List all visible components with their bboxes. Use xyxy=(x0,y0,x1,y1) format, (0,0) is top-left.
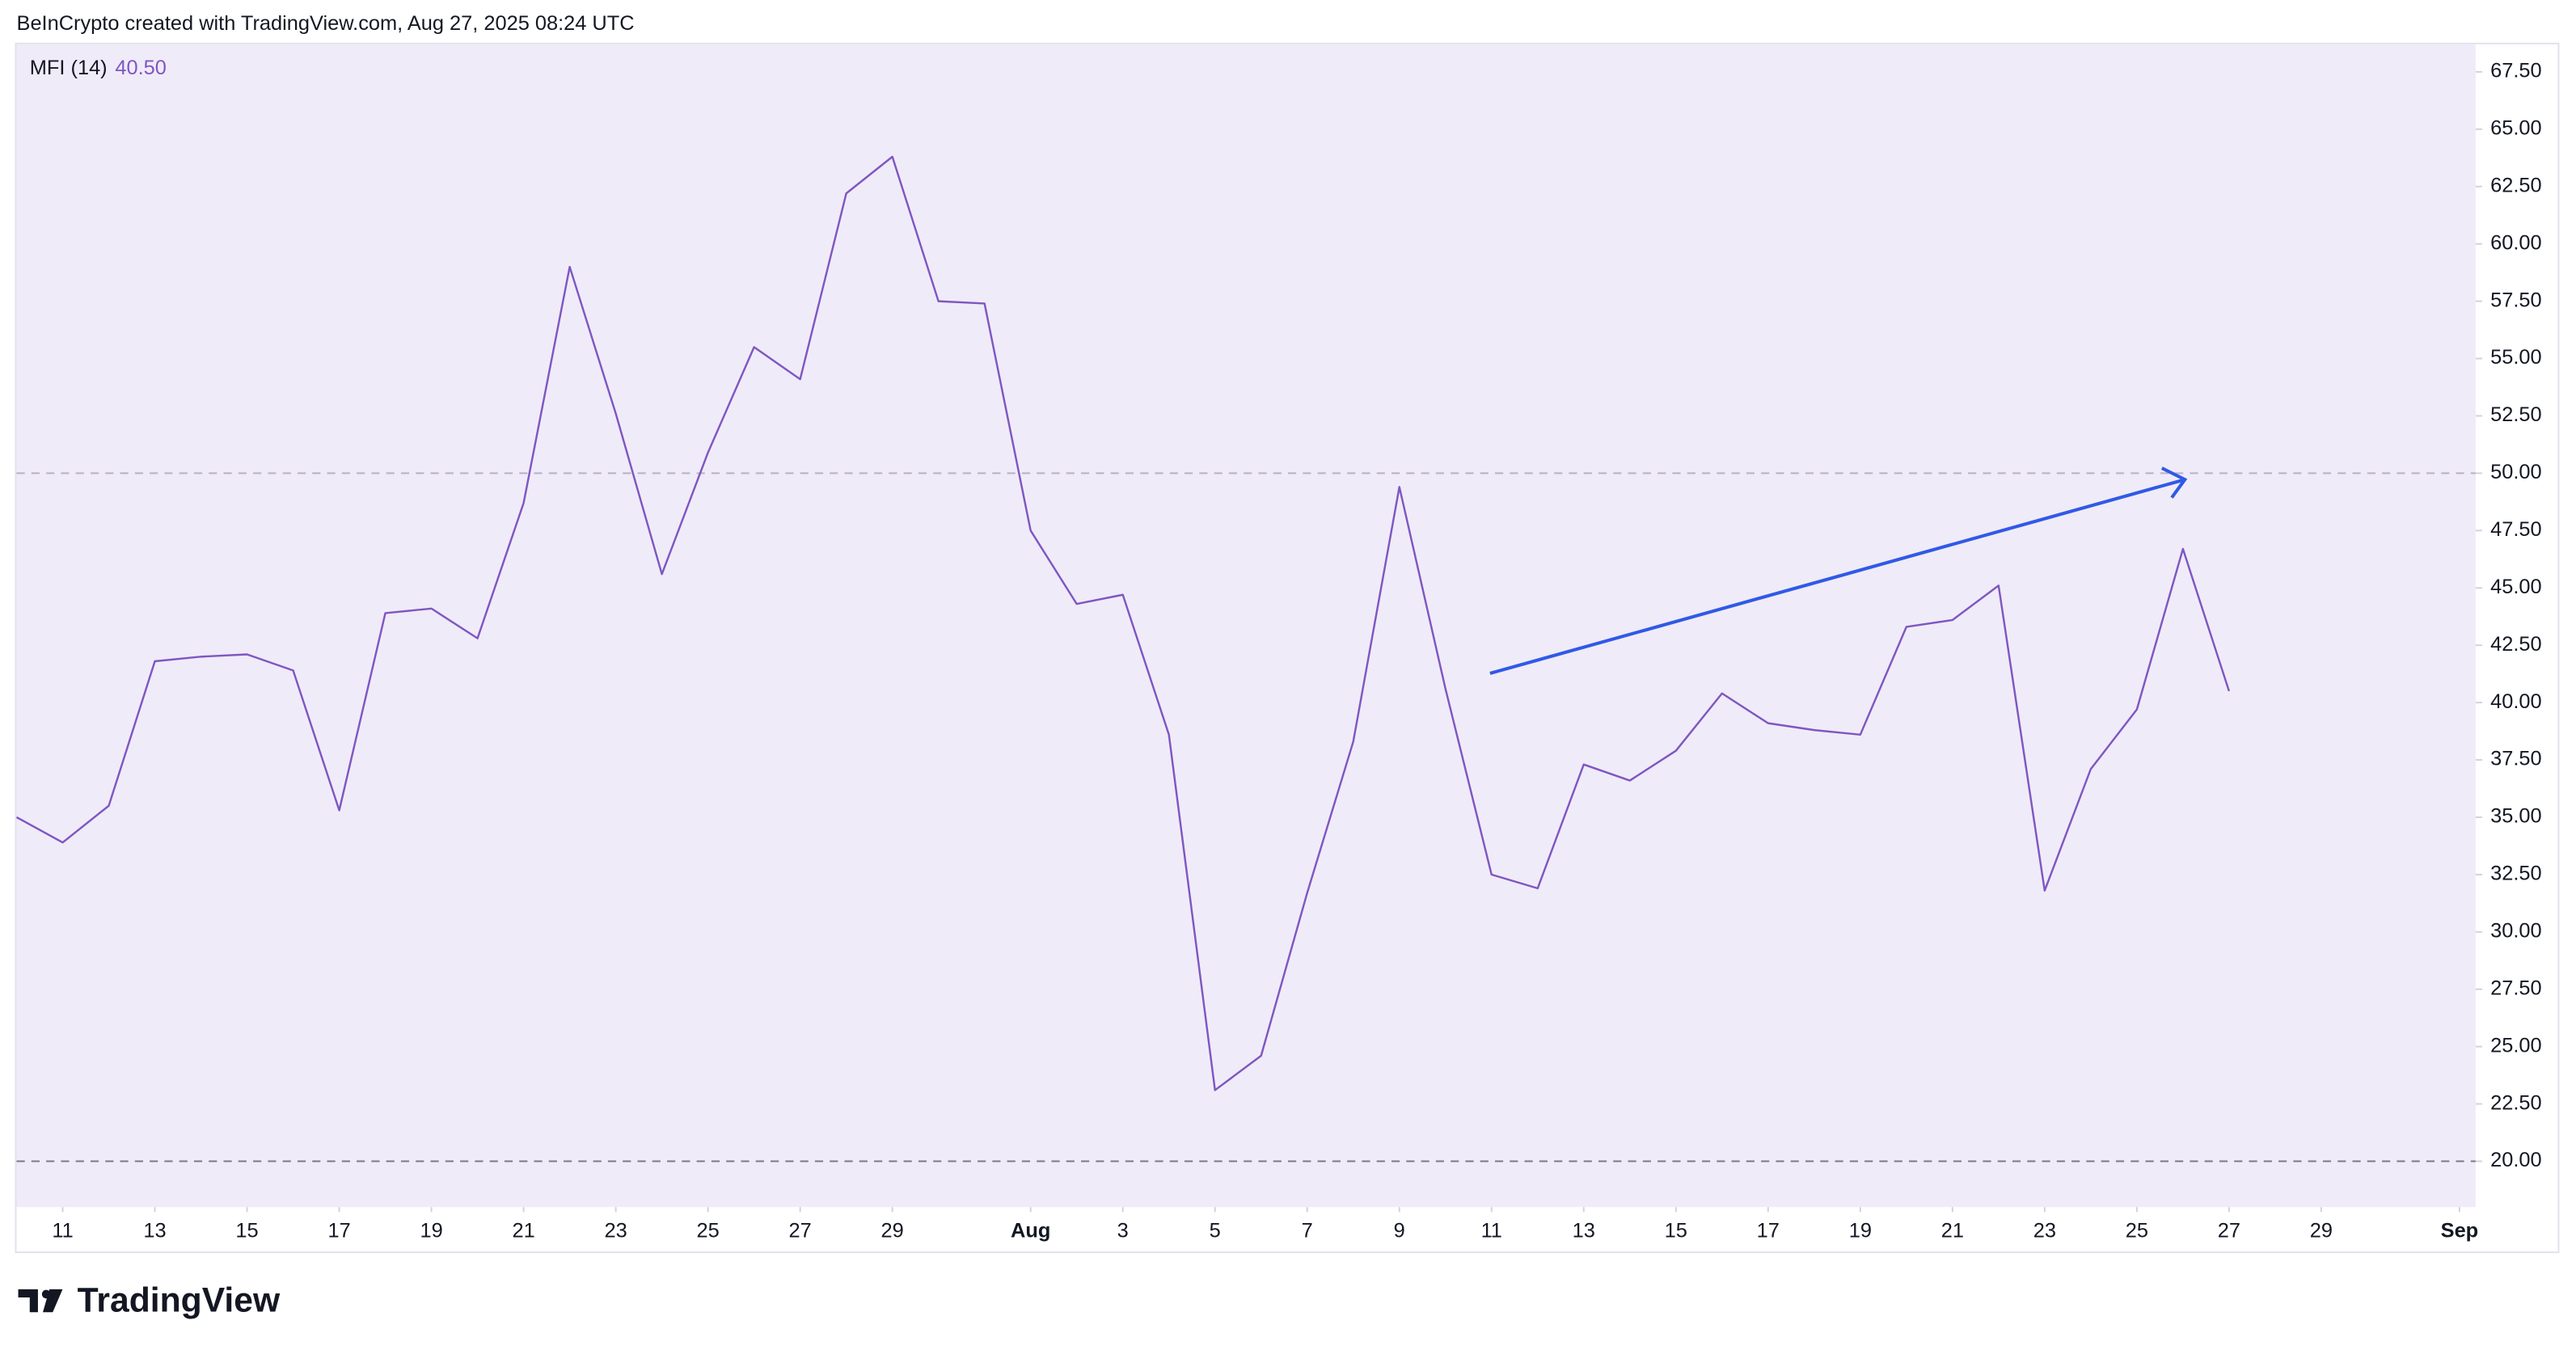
x-tick-label: Sep xyxy=(2441,1219,2479,1242)
x-tick-label: 19 xyxy=(420,1219,442,1242)
x-tick-label: 13 xyxy=(143,1219,166,1242)
y-tick-label: 22.50 xyxy=(2490,1091,2542,1114)
arrow-head xyxy=(2160,466,2188,499)
y-tick-label: 40.00 xyxy=(2490,690,2542,713)
x-tick-label: 23 xyxy=(604,1219,627,1242)
y-tick-label: 62.50 xyxy=(2490,174,2542,196)
logo-dot xyxy=(41,1289,51,1299)
arrow-shaft xyxy=(1489,478,2185,675)
x-tick-label: 25 xyxy=(697,1219,720,1242)
logo: TradingView xyxy=(18,1280,281,1319)
y-tick-label: 52.50 xyxy=(2490,403,2542,426)
y-tick-label: 57.50 xyxy=(2490,289,2542,311)
x-tick-label: 23 xyxy=(2033,1219,2056,1242)
x-tick-label: 17 xyxy=(327,1219,350,1242)
x-tick-label: 27 xyxy=(2218,1219,2240,1242)
x-tick-label: 15 xyxy=(235,1219,258,1242)
x-tick-label: 17 xyxy=(1757,1219,1780,1242)
y-tick-label: 42.50 xyxy=(2490,633,2542,656)
y-tick-label: 47.50 xyxy=(2490,518,2542,541)
y-tick-label: 20.00 xyxy=(2490,1149,2542,1171)
x-tick-label: 11 xyxy=(1481,1219,1502,1242)
x-tick-label: 19 xyxy=(1849,1219,1872,1242)
x-tick-label: Aug xyxy=(1011,1219,1050,1242)
plot-layer xyxy=(15,155,2231,1091)
y-tick-label: 30.00 xyxy=(2490,920,2542,943)
attribution: BeInCrypto created with TradingView.com,… xyxy=(17,12,635,35)
x-tick-label: 29 xyxy=(881,1219,904,1242)
y-tick-label: 60.00 xyxy=(2490,231,2542,254)
x-tick-label: 15 xyxy=(1665,1219,1687,1242)
trend-arrow xyxy=(1489,466,2188,675)
x-tick-label: 29 xyxy=(2310,1219,2333,1242)
x-tick-label: 9 xyxy=(1394,1219,1405,1242)
legend-label: MFI (14) xyxy=(30,57,108,79)
y-tick-label: 65.00 xyxy=(2490,117,2542,140)
grid-layer xyxy=(16,70,2482,1213)
y-tick-label: 35.00 xyxy=(2490,805,2542,828)
frame xyxy=(15,42,2560,1254)
x-tick-label: 13 xyxy=(1573,1219,1595,1242)
y-tick-label: 55.00 xyxy=(2490,346,2542,369)
x-tick-label: 5 xyxy=(1210,1219,1221,1242)
y-tick-label: 25.00 xyxy=(2490,1034,2542,1057)
y-tick-label: 45.00 xyxy=(2490,576,2542,598)
x-tick-label: 27 xyxy=(789,1219,812,1242)
y-tick-label: 37.50 xyxy=(2490,748,2542,770)
y-tick-label: 50.00 xyxy=(2490,461,2542,483)
x-tick-label: 25 xyxy=(2126,1219,2148,1242)
y-tick-label: 27.50 xyxy=(2490,977,2542,999)
x-tick-label: 11 xyxy=(52,1219,73,1242)
x-tick-label: 7 xyxy=(1302,1219,1313,1242)
x-tick-label: 21 xyxy=(512,1219,534,1242)
mfi-line xyxy=(15,155,2231,1091)
y-tick-label: 32.50 xyxy=(2490,863,2542,885)
pane-background xyxy=(16,44,2476,1208)
logo-icon xyxy=(18,1289,63,1313)
x-tick-label: 21 xyxy=(1941,1219,1964,1242)
y-tick-label: 67.50 xyxy=(2490,60,2542,82)
x-tick-label: 3 xyxy=(1117,1219,1129,1242)
legend-value: 40.50 xyxy=(115,57,167,79)
logo-text: TradingView xyxy=(78,1280,281,1319)
